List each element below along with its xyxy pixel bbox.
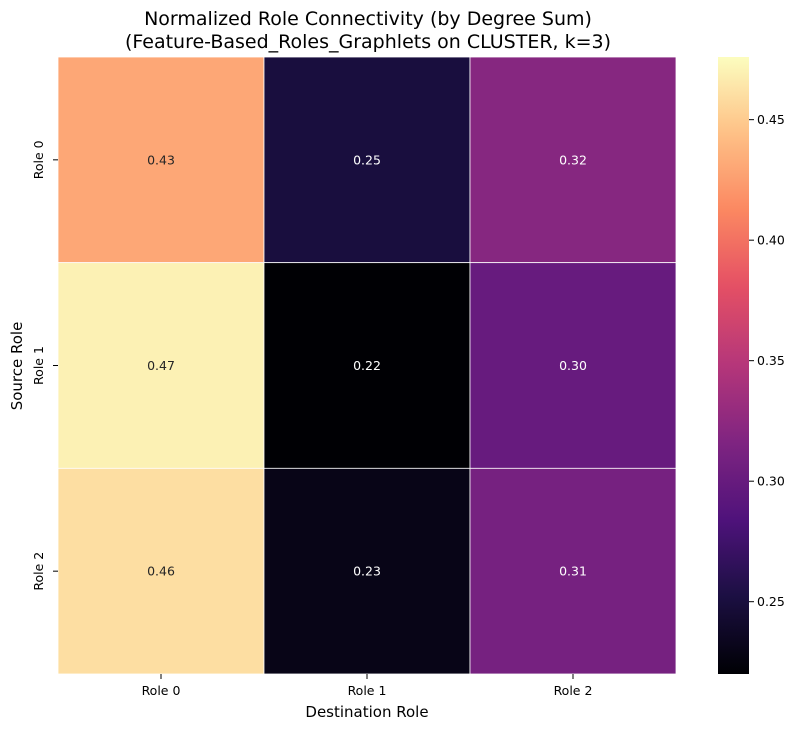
y-tick-label: Role 0 bbox=[31, 140, 46, 179]
colorbar-tick-label: 0.30 bbox=[757, 474, 785, 489]
heatmap-cell-label: 0.22 bbox=[353, 358, 381, 373]
heatmap-cell-label: 0.30 bbox=[559, 358, 587, 373]
heatmap-cell bbox=[57, 56, 265, 264]
heatmap-cell bbox=[469, 262, 677, 469]
heatmap-cell bbox=[263, 262, 471, 469]
heatmap-cell-label: 0.23 bbox=[353, 564, 381, 579]
x-tick-label: Role 0 bbox=[142, 683, 181, 698]
colorbar-tick-label: 0.25 bbox=[757, 594, 785, 609]
y-tick-label: Role 2 bbox=[31, 552, 46, 591]
heatmap-cell bbox=[469, 56, 677, 264]
colorbar: 0.25 0.30 0.35 0.40 0.45 bbox=[718, 57, 785, 674]
heatmap-cell bbox=[57, 467, 265, 675]
y-axis-label: Source Role bbox=[8, 322, 26, 411]
y-axis-ticks: Role 0 Role 1 Role 2 bbox=[31, 140, 58, 591]
heatmap-cell bbox=[57, 262, 265, 469]
chart-title-line-1: Normalized Role Connectivity (by Degree … bbox=[144, 8, 592, 30]
colorbar-ticks: 0.25 0.30 0.35 0.40 0.45 bbox=[749, 112, 785, 609]
heatmap-cells: 0.43 0.25 0.32 0.47 0.22 0.30 0.46 0.23 0.31 bbox=[57, 56, 677, 675]
heatmap-cell-label: 0.32 bbox=[559, 152, 587, 167]
x-axis-label: Destination Role bbox=[305, 703, 428, 721]
heatmap-cell bbox=[263, 467, 471, 675]
heatmap-cell-label: 0.25 bbox=[353, 152, 381, 167]
colorbar-gradient bbox=[718, 57, 749, 674]
heatmap-cell-label: 0.31 bbox=[559, 564, 587, 579]
x-tick-label: Role 1 bbox=[348, 683, 387, 698]
heatmap-cell-label: 0.43 bbox=[147, 152, 175, 167]
colorbar-tick-label: 0.45 bbox=[757, 112, 785, 127]
colorbar-tick-label: 0.35 bbox=[757, 353, 785, 368]
chart-title-line-2: (Feature-Based_Roles_Graphlets on CLUSTE… bbox=[125, 31, 611, 53]
heatmap-cell-label: 0.47 bbox=[147, 358, 175, 373]
heatmap-cell-label: 0.46 bbox=[147, 564, 175, 579]
heatmap-cell bbox=[263, 56, 471, 264]
x-axis-ticks: Role 0 Role 1 Role 2 bbox=[142, 674, 593, 698]
x-tick-label: Role 2 bbox=[554, 683, 593, 698]
colorbar-tick-label: 0.40 bbox=[757, 233, 785, 248]
y-tick-label: Role 1 bbox=[31, 346, 46, 385]
